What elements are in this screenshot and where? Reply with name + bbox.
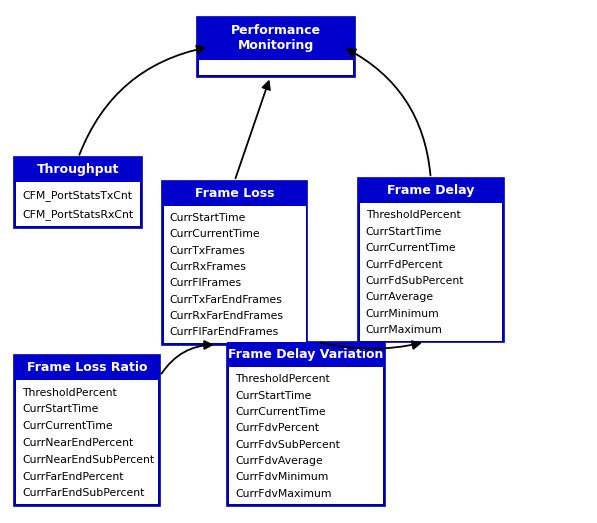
Text: Performance
Monitoring: Performance Monitoring <box>231 25 321 52</box>
Text: CurrFdvSubPercent: CurrFdvSubPercent <box>235 440 340 450</box>
Text: ThresholdPercent: ThresholdPercent <box>365 210 460 221</box>
Text: ThresholdPercent: ThresholdPercent <box>235 374 330 384</box>
Text: ThresholdPercent: ThresholdPercent <box>22 388 117 397</box>
Text: Throughput: Throughput <box>37 164 119 176</box>
Text: Frame Loss Ratio: Frame Loss Ratio <box>27 361 147 374</box>
Text: CurrFdSubPercent: CurrFdSubPercent <box>365 276 464 286</box>
Text: CurrTxFarEndFrames: CurrTxFarEndFrames <box>170 295 282 305</box>
Text: CurrCurrentTime: CurrCurrentTime <box>22 421 113 431</box>
Text: CurrFdvPercent: CurrFdvPercent <box>235 424 319 434</box>
FancyBboxPatch shape <box>16 380 158 505</box>
Text: CurrFarEndPercent: CurrFarEndPercent <box>22 472 124 482</box>
Text: CurrFlFarEndFrames: CurrFlFarEndFrames <box>170 327 279 337</box>
Text: CurrNearEndSubPercent: CurrNearEndSubPercent <box>22 455 154 465</box>
Text: CurrMinimum: CurrMinimum <box>365 309 439 319</box>
FancyBboxPatch shape <box>229 367 383 505</box>
FancyBboxPatch shape <box>198 17 355 60</box>
Text: Frame Delay Variation: Frame Delay Variation <box>228 348 384 361</box>
Text: CurrStartTime: CurrStartTime <box>22 404 99 415</box>
FancyBboxPatch shape <box>199 60 353 75</box>
FancyBboxPatch shape <box>162 181 307 345</box>
FancyBboxPatch shape <box>358 178 503 203</box>
Text: CurrNearEndPercent: CurrNearEndPercent <box>22 438 134 448</box>
Text: CurrAverage: CurrAverage <box>365 292 434 302</box>
FancyBboxPatch shape <box>14 157 142 183</box>
FancyBboxPatch shape <box>162 181 307 206</box>
FancyBboxPatch shape <box>16 183 140 226</box>
Text: Frame Loss: Frame Loss <box>195 187 275 200</box>
Text: CurrFlFrames: CurrFlFrames <box>170 278 242 289</box>
Text: CurrCurrentTime: CurrCurrentTime <box>170 230 260 240</box>
FancyBboxPatch shape <box>164 206 306 343</box>
Text: CurrStartTime: CurrStartTime <box>235 391 311 401</box>
Text: CurrFdvAverage: CurrFdvAverage <box>235 456 322 466</box>
Text: CurrFarEndSubPercent: CurrFarEndSubPercent <box>22 488 144 498</box>
FancyBboxPatch shape <box>14 355 160 380</box>
Text: CurrTxFrames: CurrTxFrames <box>170 246 245 256</box>
FancyBboxPatch shape <box>14 157 142 228</box>
Text: Frame Delay: Frame Delay <box>387 184 475 197</box>
Text: CFM_PortStatsTxCnt: CFM_PortStatsTxCnt <box>22 190 132 201</box>
Text: CurrCurrentTime: CurrCurrentTime <box>235 407 325 417</box>
Text: CurrStartTime: CurrStartTime <box>170 213 246 223</box>
FancyBboxPatch shape <box>360 203 501 340</box>
Text: CFM_PortStatsRxCnt: CFM_PortStatsRxCnt <box>22 209 133 220</box>
FancyBboxPatch shape <box>358 178 503 342</box>
Text: CurrStartTime: CurrStartTime <box>365 227 442 237</box>
Text: CurrFdvMaximum: CurrFdvMaximum <box>235 489 331 499</box>
Text: CurrRxFarEndFrames: CurrRxFarEndFrames <box>170 311 284 321</box>
Text: CurrCurrentTime: CurrCurrentTime <box>365 243 456 253</box>
Text: CurrRxFrames: CurrRxFrames <box>170 262 247 272</box>
FancyBboxPatch shape <box>198 17 355 77</box>
Text: CurrFdPercent: CurrFdPercent <box>365 259 443 269</box>
FancyBboxPatch shape <box>227 342 384 506</box>
FancyBboxPatch shape <box>14 355 160 506</box>
Text: CurrMaximum: CurrMaximum <box>365 325 442 335</box>
Text: CurrFdvMinimum: CurrFdvMinimum <box>235 472 328 482</box>
FancyBboxPatch shape <box>227 342 384 367</box>
